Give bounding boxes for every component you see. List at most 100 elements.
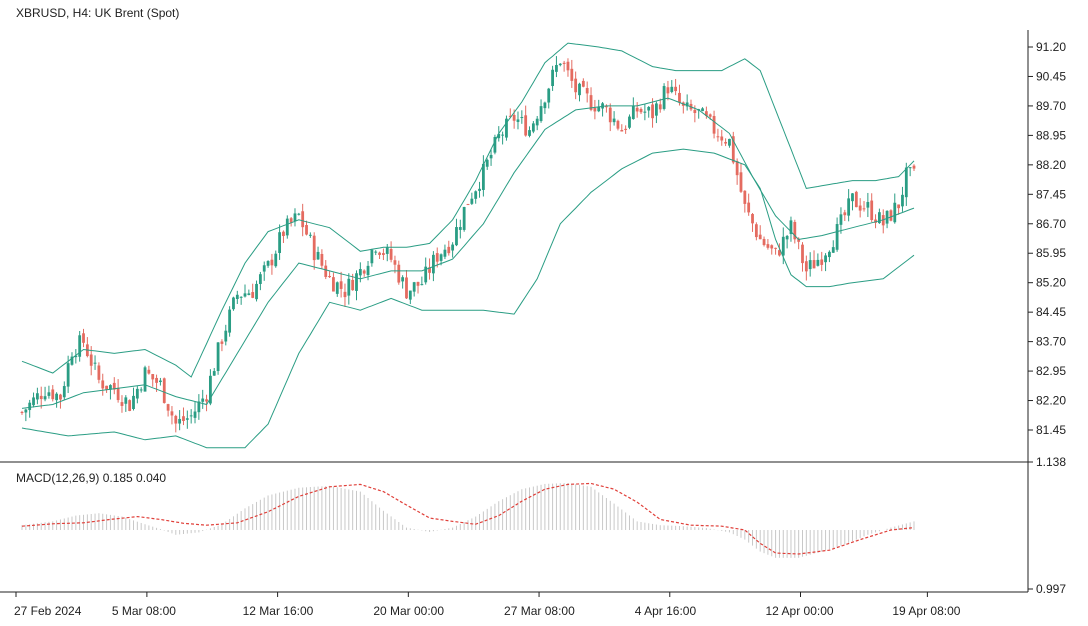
candle [424, 266, 428, 283]
candle [639, 108, 643, 113]
y-tick-label: 89.70 [1036, 99, 1066, 113]
bollinger-middle [21, 97, 915, 409]
candle [289, 218, 293, 223]
y-tick-label: 88.95 [1036, 128, 1066, 142]
candle [658, 104, 662, 110]
candle [232, 297, 235, 310]
candle [520, 117, 524, 119]
candle [797, 238, 801, 242]
candle [205, 399, 208, 402]
candle [224, 330, 228, 342]
candle [662, 86, 666, 109]
candle [208, 375, 212, 404]
candle [243, 293, 247, 297]
candle [866, 201, 870, 208]
bollinger-upper [21, 42, 915, 378]
y-tick-label: 81.45 [1036, 423, 1066, 437]
candle [793, 221, 797, 240]
candle [43, 396, 47, 400]
candle [393, 260, 397, 265]
candle [478, 188, 481, 191]
candle [70, 356, 74, 365]
candle [724, 141, 728, 144]
candle [143, 367, 147, 392]
candle [28, 402, 32, 411]
y-tick-label: 86.70 [1036, 217, 1066, 231]
candle [120, 402, 124, 406]
candle [643, 111, 647, 113]
y-tick-label: 83.70 [1036, 335, 1066, 349]
y-tick-label: 82.95 [1036, 364, 1066, 378]
candle [78, 335, 82, 357]
y-tick-label: 88.20 [1036, 158, 1066, 172]
candle [270, 259, 274, 266]
x-tick-label: 27 Mar 08:00 [504, 604, 575, 618]
x-tick-label: 12 Mar 16:00 [243, 604, 314, 618]
x-tick-label: 20 Mar 00:00 [373, 604, 444, 618]
candle [343, 291, 347, 298]
candle [585, 88, 589, 94]
candle [420, 284, 424, 286]
candle [558, 63, 562, 66]
candle [770, 245, 774, 249]
candle [458, 227, 462, 230]
candle [212, 371, 216, 376]
candle [589, 95, 593, 110]
candle [324, 265, 328, 277]
candle [831, 247, 835, 253]
candle [366, 265, 370, 276]
candle [389, 248, 393, 260]
candle [124, 397, 128, 404]
candle [135, 388, 139, 399]
chart-title: XBRUSD, H4: UK Brent (Spot) [16, 6, 180, 20]
candle [435, 253, 439, 262]
candle [201, 398, 205, 402]
candle [574, 78, 578, 93]
candle [431, 254, 435, 274]
candle [443, 249, 447, 257]
y-tick-label: 87.45 [1036, 187, 1066, 201]
candle [297, 213, 301, 215]
candle [754, 224, 758, 238]
candle [889, 210, 893, 221]
candle [820, 259, 824, 265]
candle [155, 377, 158, 383]
candle [320, 253, 324, 266]
candle [274, 253, 278, 267]
candle [335, 282, 339, 294]
candle [235, 294, 239, 300]
candle [147, 369, 151, 374]
candle [835, 224, 839, 250]
candle [854, 191, 858, 208]
candle [597, 106, 601, 112]
candle [416, 281, 420, 286]
candle [912, 165, 916, 169]
candle [701, 108, 704, 112]
candle [447, 246, 451, 254]
candle [616, 120, 620, 129]
candle [674, 86, 678, 92]
y-tick-label: 85.20 [1036, 276, 1066, 290]
candle [635, 107, 639, 112]
candle [493, 136, 497, 153]
candle [305, 225, 308, 235]
candle [897, 204, 901, 209]
y-tick-label: 82.20 [1036, 394, 1066, 408]
macd-signal-line [21, 482, 915, 555]
candle [55, 393, 59, 401]
y-tick-label: 84.45 [1036, 305, 1066, 319]
candle [455, 227, 458, 246]
candle [547, 88, 551, 103]
candle [408, 290, 412, 300]
candle [497, 133, 501, 139]
candle [316, 251, 320, 260]
candle [885, 210, 889, 224]
candle [109, 385, 112, 390]
candle [405, 277, 408, 299]
candle [216, 342, 220, 371]
candle [174, 415, 178, 424]
candle [312, 235, 316, 261]
macd-title: MACD(12,26,9) 0.185 0.040 [16, 471, 167, 485]
candle [847, 198, 851, 216]
candle [570, 68, 574, 81]
